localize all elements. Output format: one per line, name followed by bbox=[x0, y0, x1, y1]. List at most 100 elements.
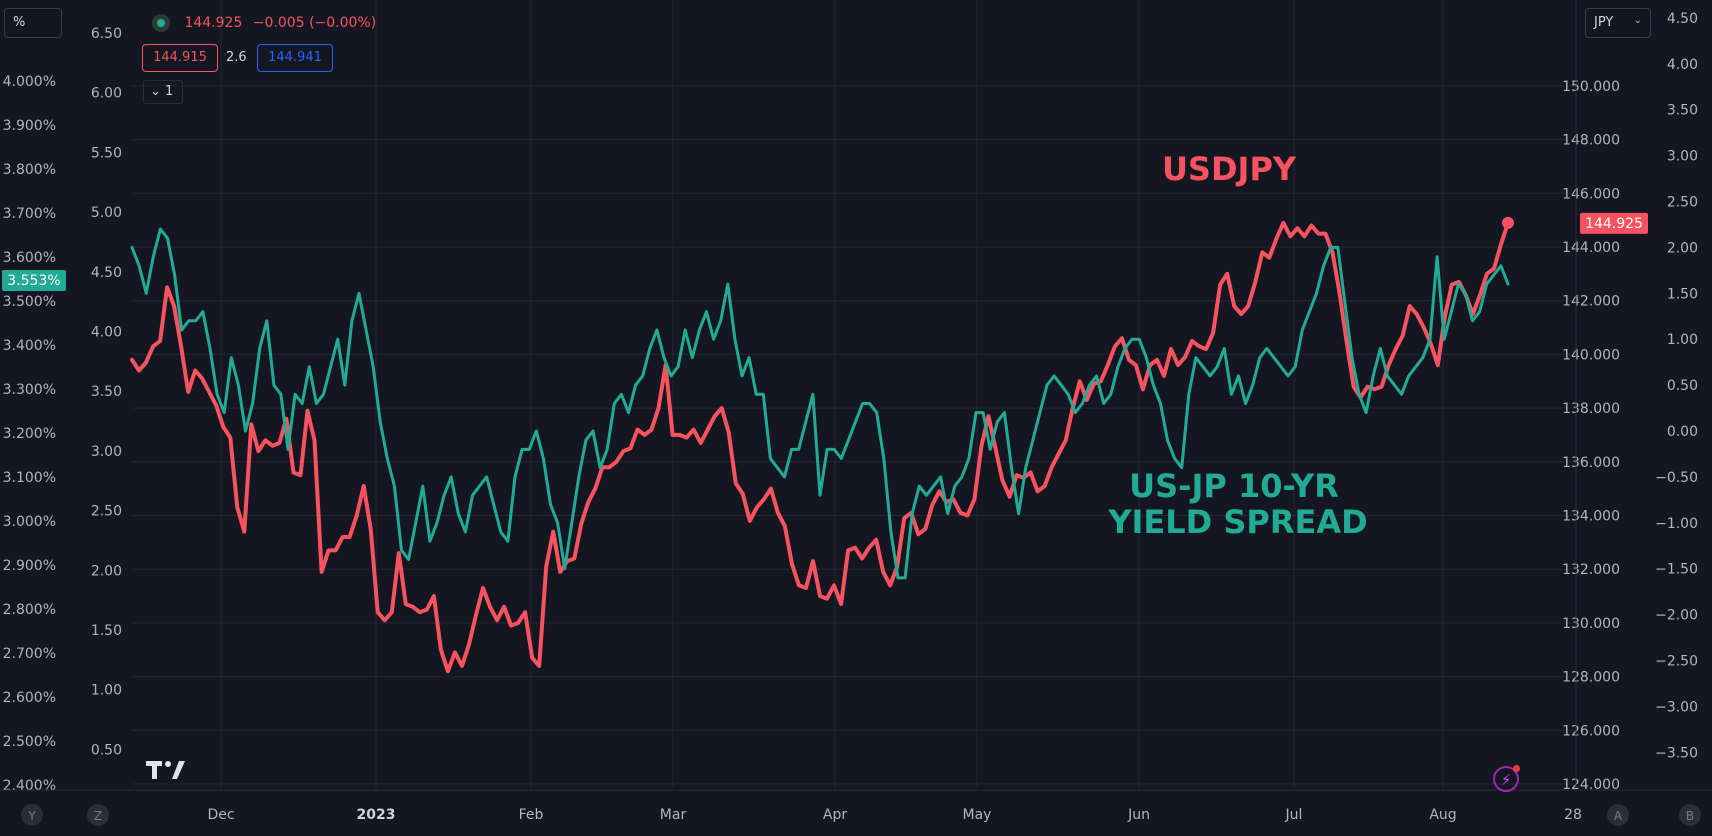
right-outer-tick-label: −1.00 bbox=[1655, 516, 1698, 532]
left-inner-tick-label: 5.50 bbox=[91, 145, 122, 161]
left-outer-tick-label: 2.400% bbox=[3, 778, 56, 794]
legend-change: −0.005 (−0.00%) bbox=[252, 15, 377, 31]
left-inner-tick-label: 4.50 bbox=[91, 265, 122, 281]
left-outer-tick-label: 4.000% bbox=[3, 74, 56, 90]
usdjpy-last-point bbox=[1502, 216, 1514, 229]
right-inner-tick-label: 148.000 bbox=[1562, 133, 1620, 149]
left-inner-tick-label: 1.00 bbox=[91, 683, 122, 699]
chevron-down-icon: ⌄ bbox=[1633, 15, 1642, 26]
left-outer-tick-label: 3.200% bbox=[3, 426, 56, 442]
right-outer-tick-label: 1.00 bbox=[1667, 332, 1698, 348]
left-inner-tick-label: 5.00 bbox=[91, 205, 122, 221]
left-outer-tick-label: 3.100% bbox=[3, 470, 56, 486]
right-inner-tick-label: 132.000 bbox=[1562, 562, 1620, 578]
left-outer-tick-label: 3.300% bbox=[3, 382, 56, 398]
left-outer-tick-label: 3.600% bbox=[3, 250, 56, 266]
right-inner-tick-label: 128.000 bbox=[1562, 670, 1620, 686]
right-inner-tick-label: 146.000 bbox=[1562, 186, 1620, 202]
x-axis-label: Dec bbox=[207, 807, 234, 823]
spread-price-label: 3.553% bbox=[7, 273, 60, 289]
left-outer-tick-label: 3.400% bbox=[3, 338, 56, 354]
right-outer-tick-label: −3.00 bbox=[1655, 699, 1698, 715]
spread-line bbox=[130, 227, 1510, 580]
left-outer-tick-label: 2.800% bbox=[3, 602, 56, 618]
buy-button[interactable]: 144.941 bbox=[257, 44, 333, 72]
right-outer-tick-label: 0.00 bbox=[1667, 424, 1698, 440]
usdjpy-price-label: 144.925 bbox=[1585, 216, 1643, 232]
x-axis-label: Feb bbox=[519, 807, 544, 823]
left-outer-tick-label: 3.500% bbox=[3, 294, 56, 310]
usdjpy-price-label-bg bbox=[1580, 212, 1648, 234]
left-outer-tick-label: 2.500% bbox=[3, 734, 56, 750]
currency-label: JPY bbox=[1594, 15, 1614, 30]
left-inner-tick-label: 4.00 bbox=[91, 325, 122, 341]
right-outer-tick-label: −0.50 bbox=[1655, 470, 1698, 486]
axis-toggle-label: B bbox=[1686, 809, 1694, 823]
axis-toggle-button bbox=[87, 804, 109, 826]
right-inner-tick-label: 134.000 bbox=[1562, 509, 1620, 525]
left-outer-tick-label: 2.600% bbox=[3, 690, 56, 706]
axis-toggle-label: Y bbox=[27, 809, 36, 823]
axis-toggle-label: A bbox=[1614, 809, 1623, 823]
left-outer-tick-label: 3.000% bbox=[3, 514, 56, 530]
legend-row: 144.925 −0.005 (−0.00%) bbox=[152, 14, 382, 34]
right-outer-tick-label: 4.50 bbox=[1667, 11, 1698, 27]
x-axis-label: Aug bbox=[1429, 807, 1456, 823]
left-scale-mode-button[interactable]: % bbox=[4, 8, 62, 38]
x-axis-label: May bbox=[963, 807, 992, 823]
left-inner-tick-label: 0.50 bbox=[91, 742, 122, 758]
right-inner-tick-label: 126.000 bbox=[1562, 723, 1620, 739]
right-outer-tick-label: −2.00 bbox=[1655, 608, 1698, 624]
left-inner-tick-label: 6.00 bbox=[91, 86, 122, 102]
left-inner-tick-label: 6.50 bbox=[91, 26, 122, 42]
annotation-label: USDJPY bbox=[1162, 150, 1297, 188]
left-outer-tick-label: 3.900% bbox=[3, 118, 56, 134]
left-outer-tick-label: 3.800% bbox=[3, 162, 56, 178]
right-outer-tick-label: 4.00 bbox=[1667, 57, 1698, 73]
right-outer-tick-label: 3.00 bbox=[1667, 149, 1698, 165]
right-inner-tick-label: 140.000 bbox=[1562, 347, 1620, 363]
right-outer-tick-label: −1.50 bbox=[1655, 562, 1698, 578]
x-axis-label: Apr bbox=[823, 807, 847, 823]
currency-select[interactable]: JPY ⌄ bbox=[1585, 8, 1651, 38]
right-outer-tick-label: 2.00 bbox=[1667, 240, 1698, 256]
tradingview-logo-icon[interactable] bbox=[146, 758, 186, 782]
right-inner-tick-label: 138.000 bbox=[1562, 401, 1620, 417]
spread-price-label-bg bbox=[2, 270, 66, 291]
left-inner-tick-label: 2.50 bbox=[91, 504, 122, 520]
axis-toggle-button bbox=[21, 804, 43, 826]
axis-toggle-button bbox=[1679, 804, 1701, 826]
right-outer-tick-label: −3.50 bbox=[1655, 745, 1698, 761]
x-axis-label: Jun bbox=[1127, 807, 1150, 823]
left-inner-tick-label: 3.50 bbox=[91, 384, 122, 400]
sell-button[interactable]: 144.915 bbox=[142, 44, 218, 72]
annotation-label: US-JP 10-YR bbox=[1129, 467, 1339, 505]
right-inner-tick-label: 136.000 bbox=[1562, 455, 1620, 471]
left-inner-tick-label: 3.00 bbox=[91, 444, 122, 460]
x-axis-label: Mar bbox=[660, 807, 687, 823]
x-axis-label: Jul bbox=[1285, 807, 1303, 823]
right-outer-tick-label: 1.50 bbox=[1667, 286, 1698, 302]
right-inner-tick-label: 142.000 bbox=[1562, 294, 1620, 310]
left-axis-panel bbox=[0, 0, 130, 836]
usdjpy-line bbox=[130, 220, 1510, 674]
left-outer-tick-label: 2.900% bbox=[3, 558, 56, 574]
left-outer-tick-label: 3.700% bbox=[3, 206, 56, 222]
x-axis-label: 2023 bbox=[357, 807, 396, 823]
collapse-indicators-button[interactable]: ⌄ 1 bbox=[143, 80, 183, 104]
annotation-label: YIELD SPREAD bbox=[1107, 503, 1367, 541]
right-outer-tick-label: −2.50 bbox=[1655, 654, 1698, 670]
right-inner-tick-label: 124.000 bbox=[1562, 777, 1620, 793]
lightning-icon[interactable]: ⚡ bbox=[1493, 765, 1520, 792]
left-inner-tick-label: 1.50 bbox=[91, 623, 122, 639]
legend-price: 144.925 bbox=[184, 15, 243, 31]
left-outer-tick-label: 2.700% bbox=[3, 646, 56, 662]
axis-toggle-button bbox=[1607, 804, 1629, 826]
right-outer-tick-label: 0.50 bbox=[1667, 378, 1698, 394]
right-outer-tick-label: 2.50 bbox=[1667, 195, 1698, 211]
axis-toggle-label: Z bbox=[94, 809, 102, 823]
left-inner-tick-label: 2.00 bbox=[91, 563, 122, 579]
right-inner-tick-label: 144.000 bbox=[1562, 240, 1620, 256]
right-inner-tick-label: 130.000 bbox=[1562, 616, 1620, 632]
